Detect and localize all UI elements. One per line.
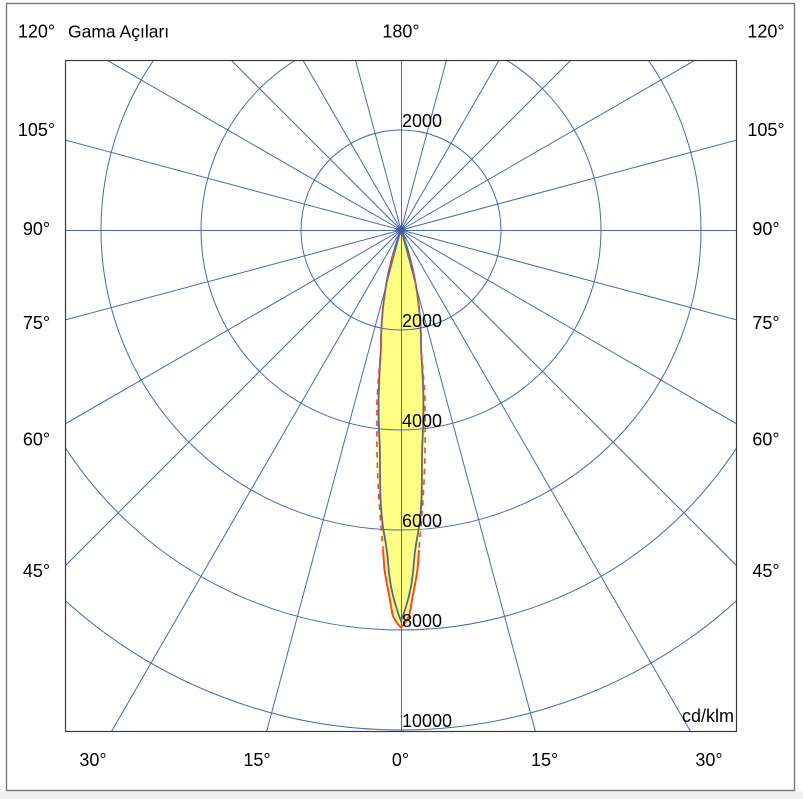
svg-text:45°: 45° (23, 561, 50, 581)
svg-text:8000: 8000 (402, 611, 442, 631)
svg-text:120°: 120° (18, 22, 55, 42)
svg-text:75°: 75° (23, 313, 50, 333)
svg-text:105°: 105° (18, 120, 55, 140)
svg-text:120°: 120° (747, 22, 784, 42)
svg-text:105°: 105° (747, 120, 784, 140)
svg-text:90°: 90° (752, 219, 779, 239)
svg-text:90°: 90° (23, 219, 50, 239)
svg-text:4000: 4000 (402, 411, 442, 431)
svg-text:60°: 60° (23, 430, 50, 450)
svg-text:15°: 15° (531, 750, 558, 770)
svg-text:30°: 30° (695, 750, 722, 770)
svg-text:cd/klm: cd/klm (682, 706, 734, 726)
svg-text:30°: 30° (79, 750, 106, 770)
svg-text:45°: 45° (752, 561, 779, 581)
svg-text:10000: 10000 (402, 711, 452, 731)
svg-text:2000: 2000 (402, 111, 442, 131)
svg-text:Gama Açıları: Gama Açıları (68, 22, 169, 42)
svg-text:60°: 60° (752, 430, 779, 450)
svg-text:2000: 2000 (402, 311, 442, 331)
svg-text:75°: 75° (752, 313, 779, 333)
svg-text:0°: 0° (392, 750, 409, 770)
svg-text:180°: 180° (382, 22, 419, 42)
svg-text:6000: 6000 (402, 511, 442, 531)
svg-text:15°: 15° (243, 750, 270, 770)
